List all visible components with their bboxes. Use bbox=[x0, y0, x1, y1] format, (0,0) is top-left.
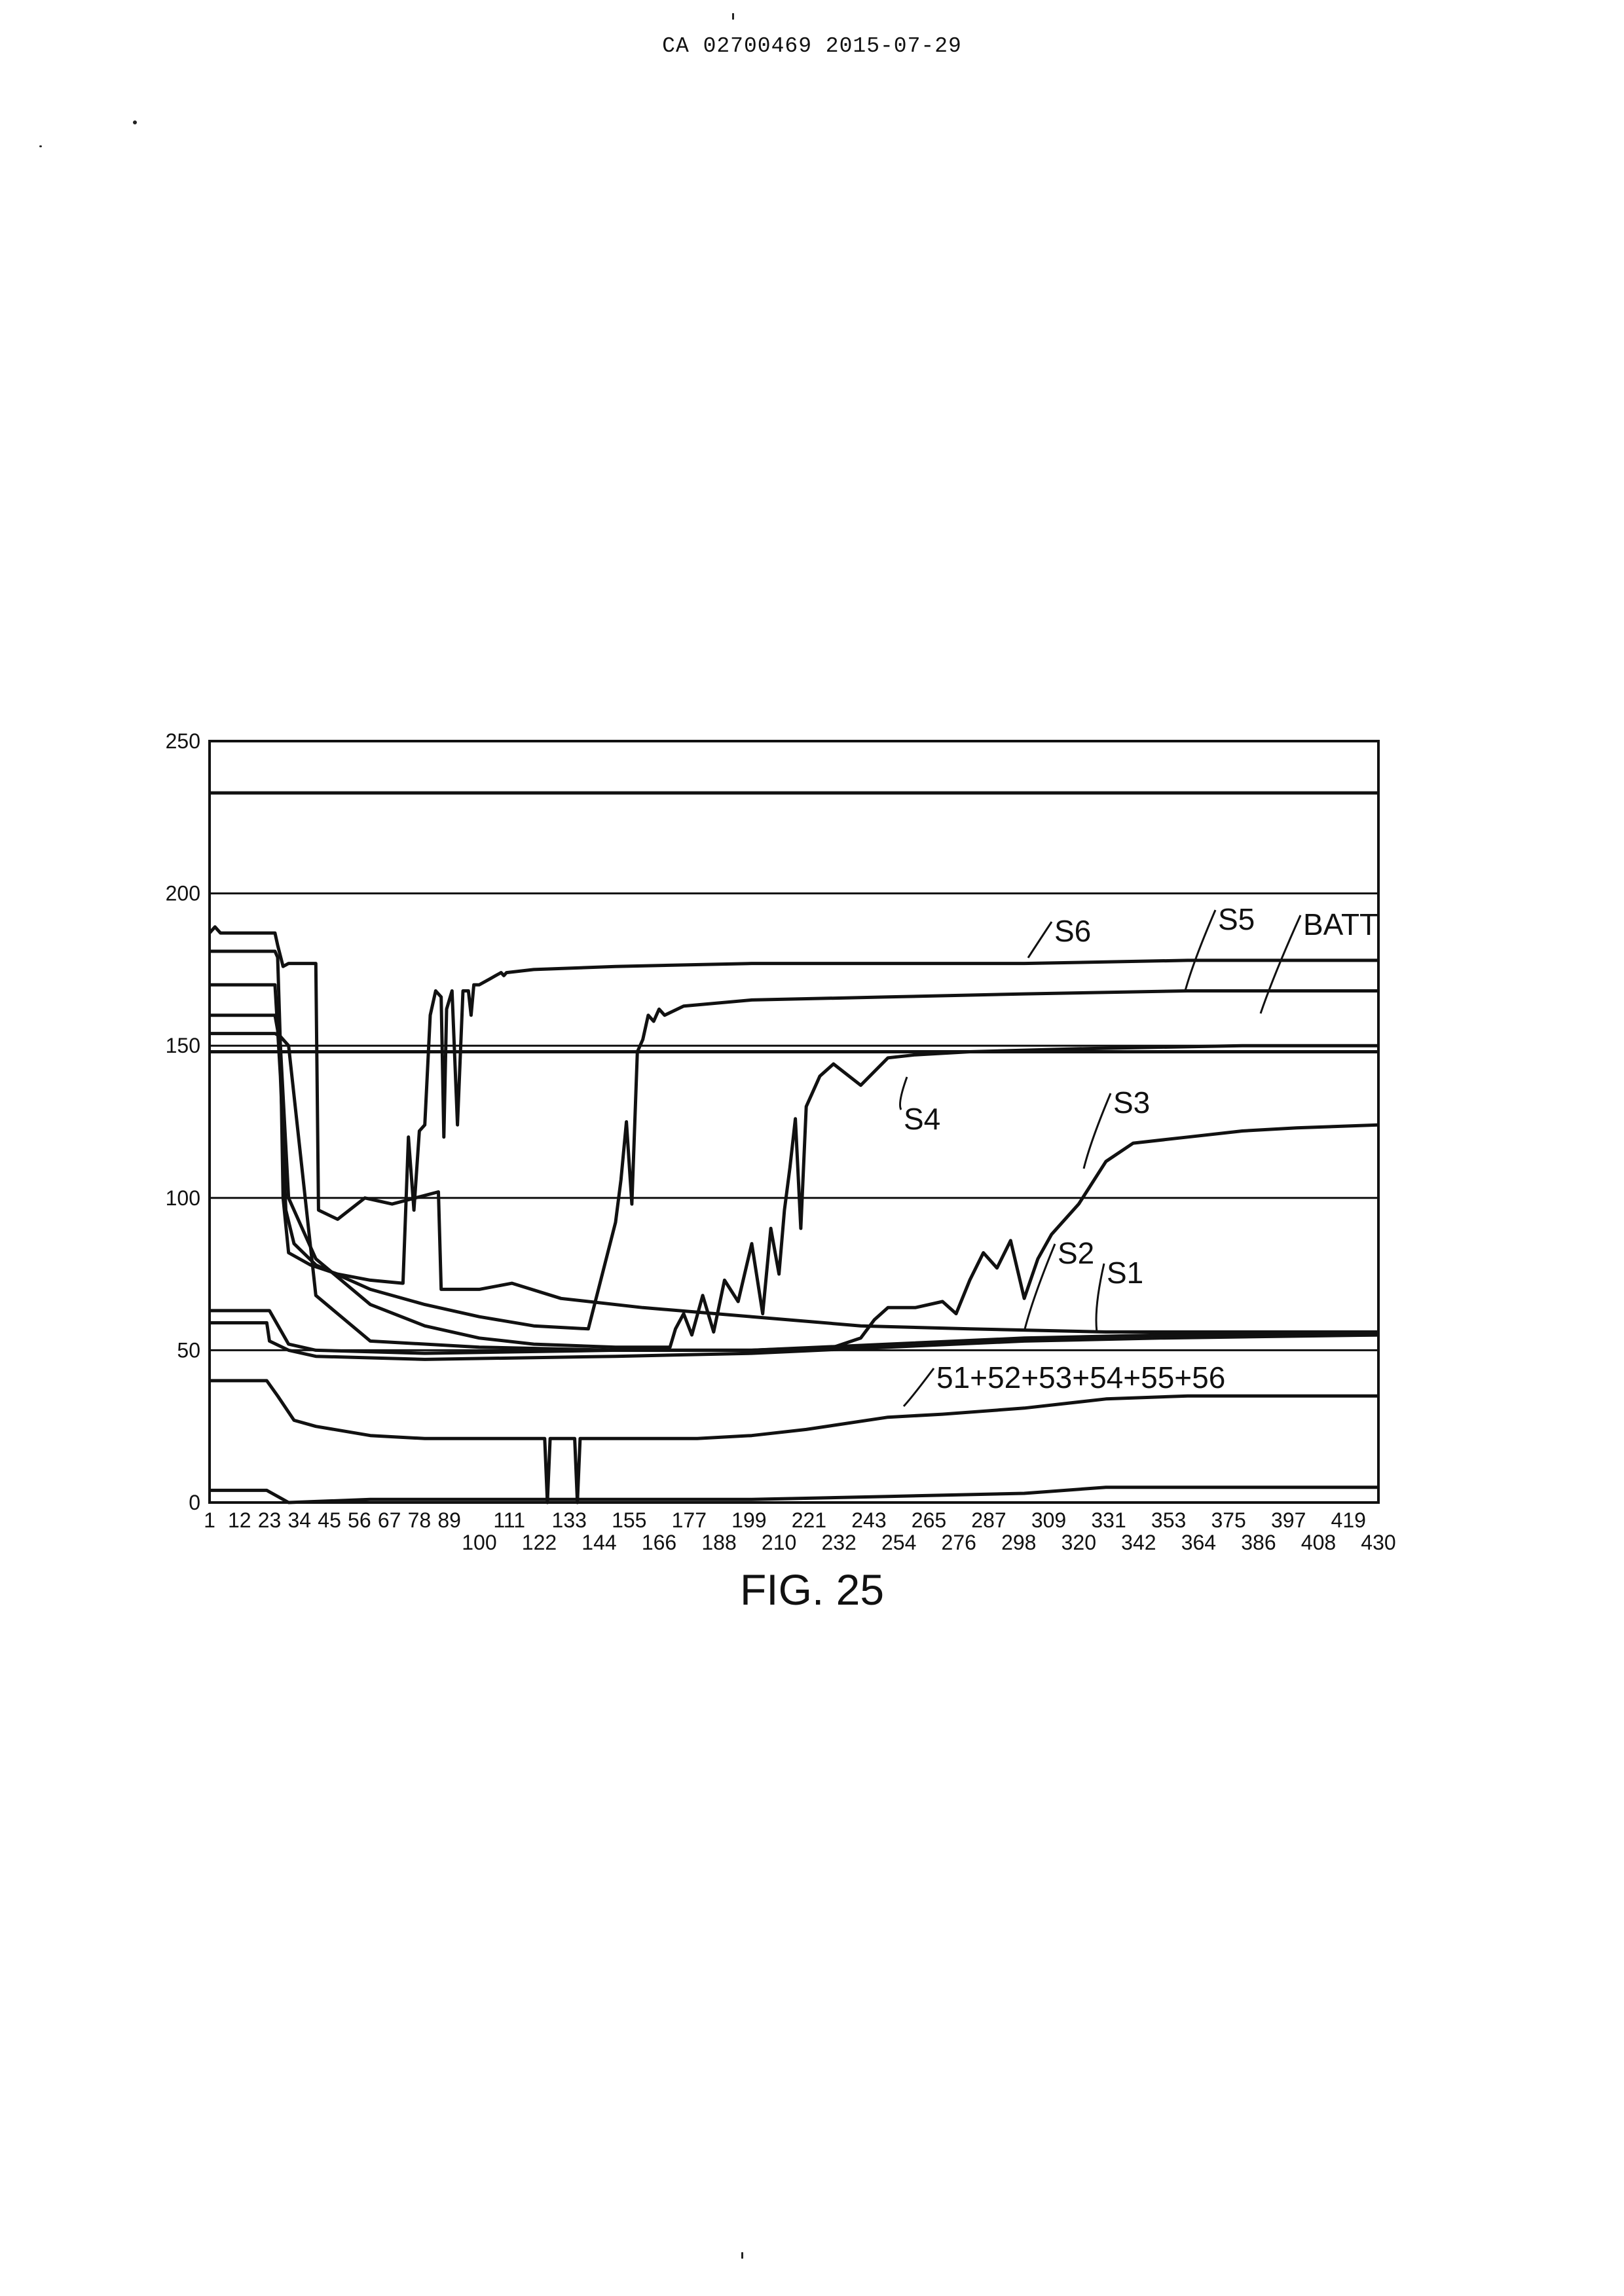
label-S3: S3 bbox=[1113, 1085, 1150, 1120]
x-tick-label: 12 bbox=[228, 1508, 251, 1532]
label-S5: S5 bbox=[1218, 902, 1255, 936]
x-tick-label: 419 bbox=[1331, 1508, 1366, 1532]
x-tick-label: 342 bbox=[1121, 1531, 1156, 1554]
x-tick-label: 397 bbox=[1271, 1508, 1306, 1532]
x-tick-label: 144 bbox=[581, 1531, 616, 1554]
series-lines bbox=[210, 793, 1378, 1503]
label-S1: S1 bbox=[1107, 1256, 1143, 1290]
x-tick-label: 232 bbox=[821, 1531, 856, 1554]
series-line-unlabeled-8 bbox=[210, 1487, 1378, 1503]
x-tick-label: 386 bbox=[1241, 1531, 1276, 1554]
leader-51-52-53-54-55-56 bbox=[904, 1368, 934, 1406]
x-tick-label: 45 bbox=[318, 1508, 341, 1532]
x-tick-label: 133 bbox=[552, 1508, 587, 1532]
x-tick-label: 100 bbox=[462, 1531, 496, 1554]
series-line-BATT bbox=[210, 985, 1378, 1329]
x-tick-label: 188 bbox=[701, 1531, 736, 1554]
label-S6: S6 bbox=[1054, 914, 1091, 948]
x-tick-label: 430 bbox=[1361, 1531, 1395, 1554]
x-tick-label: 221 bbox=[792, 1508, 826, 1532]
leader-S1 bbox=[1096, 1264, 1104, 1332]
y-axis-ticks: 0 50 100 150 200 250 bbox=[166, 729, 200, 1514]
x-tick-label: 34 bbox=[288, 1508, 312, 1532]
x-tick-label: 320 bbox=[1061, 1531, 1096, 1554]
label-51-52-53-54-55-56: 51+52+53+54+55+56 bbox=[936, 1360, 1225, 1394]
x-tick-label: 309 bbox=[1031, 1508, 1066, 1532]
x-tick-label: 56 bbox=[348, 1508, 371, 1532]
x-axis-ticks: 1 12 233445 56 67 7889 111 133 155 177 199 221 243 26… bbox=[204, 1508, 1396, 1554]
x-tick-label: 155 bbox=[612, 1508, 646, 1532]
x-tick-label: 364 bbox=[1181, 1531, 1216, 1554]
x-tick-label: 287 bbox=[971, 1508, 1006, 1532]
x-tick-label: 67 bbox=[378, 1508, 401, 1532]
label-BATT: BATT bbox=[1303, 907, 1378, 941]
x-tick-label: 353 bbox=[1151, 1508, 1186, 1532]
x-tick-label: 276 bbox=[942, 1531, 976, 1554]
y-tick-label: 100 bbox=[166, 1186, 200, 1210]
x-tick-label: 408 bbox=[1301, 1531, 1336, 1554]
label-S2: S2 bbox=[1058, 1236, 1094, 1270]
x-tick-label: 78 bbox=[408, 1508, 432, 1532]
x-tick-label: 177 bbox=[672, 1508, 707, 1532]
x-tick-label: 89 bbox=[437, 1508, 461, 1532]
x-tick-label: 1 bbox=[204, 1508, 215, 1532]
series-line-51-52-53-54-55-56 bbox=[210, 1381, 1378, 1503]
series-line-S5 bbox=[210, 951, 1378, 1283]
x-tick-label: 375 bbox=[1211, 1508, 1246, 1532]
y-tick-label: 200 bbox=[166, 882, 200, 905]
y-tick-label: 0 bbox=[189, 1491, 200, 1514]
leader-S6 bbox=[1028, 922, 1052, 958]
x-tick-label: 254 bbox=[881, 1531, 916, 1554]
x-tick-label: 111 bbox=[493, 1508, 525, 1532]
y-tick-label: 50 bbox=[177, 1338, 200, 1362]
x-tick-label: 331 bbox=[1091, 1508, 1126, 1532]
figure-caption: FIG. 25 bbox=[0, 1565, 1624, 1614]
x-tick-label: 199 bbox=[731, 1508, 766, 1532]
leader-BATT bbox=[1261, 915, 1301, 1013]
x-tick-label: 243 bbox=[851, 1508, 886, 1532]
x-tick-label: 265 bbox=[912, 1508, 946, 1532]
x-tick-label: 122 bbox=[522, 1531, 557, 1554]
x-tick-label: 166 bbox=[642, 1531, 676, 1554]
leader-S3 bbox=[1084, 1093, 1111, 1169]
x-tick-label: 23 bbox=[258, 1508, 282, 1532]
label-S4: S4 bbox=[904, 1102, 940, 1136]
y-tick-label: 150 bbox=[166, 1034, 200, 1057]
series-line-S3 bbox=[210, 1034, 1378, 1351]
leader-S5 bbox=[1185, 910, 1215, 991]
y-tick-label: 250 bbox=[166, 729, 200, 753]
x-tick-label: 210 bbox=[762, 1531, 796, 1554]
x-tick-label: 298 bbox=[1001, 1531, 1036, 1554]
series-line-S4 bbox=[210, 1015, 1378, 1347]
